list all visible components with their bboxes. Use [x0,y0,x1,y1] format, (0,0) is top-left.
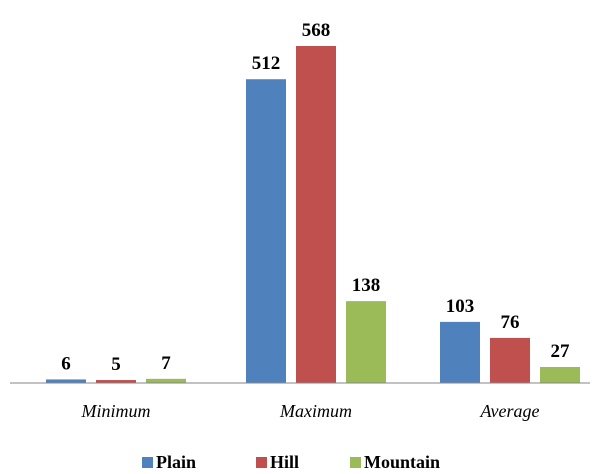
bar-plain-minimum [46,379,86,383]
bars-layer [46,46,580,384]
legend-swatch-plain [142,457,153,468]
bar-mountain-average [540,366,580,383]
legend-label-mountain: Mountain [364,452,440,472]
legend-label-hill: Hill [270,452,299,472]
category-label-minimum: Minimum [81,401,151,421]
bar-mountain-maximum [346,301,386,383]
data-label-hill-maximum: 568 [302,20,331,41]
category-labels: Minimum Maximum Average [81,401,540,421]
legend-swatch-mountain [350,457,361,468]
bar-hill-average [490,337,530,383]
data-label-mountain-average: 27 [551,341,571,362]
bar-hill-maximum [296,46,336,383]
data-label-plain-minimum: 6 [61,353,71,374]
data-labels-layer: 6 5 7 512 568 138 103 76 27 [61,20,570,375]
bar-hill-minimum [96,380,136,383]
bar-plain-average [440,321,480,383]
data-label-plain-average: 103 [446,296,475,317]
category-label-average: Average [480,401,540,421]
legend-label-plain: Plain [156,452,196,472]
bar-plain-maximum [246,79,286,384]
bar-mountain-minimum [146,378,186,383]
legend: Plain Hill Mountain [142,452,440,472]
data-label-mountain-maximum: 138 [352,275,381,296]
data-label-mountain-minimum: 7 [161,353,171,374]
category-label-maximum: Maximum [279,401,352,421]
data-label-hill-average: 76 [501,312,520,333]
data-label-hill-minimum: 5 [111,354,121,375]
data-label-plain-maximum: 512 [252,53,281,74]
legend-swatch-hill [256,457,267,468]
